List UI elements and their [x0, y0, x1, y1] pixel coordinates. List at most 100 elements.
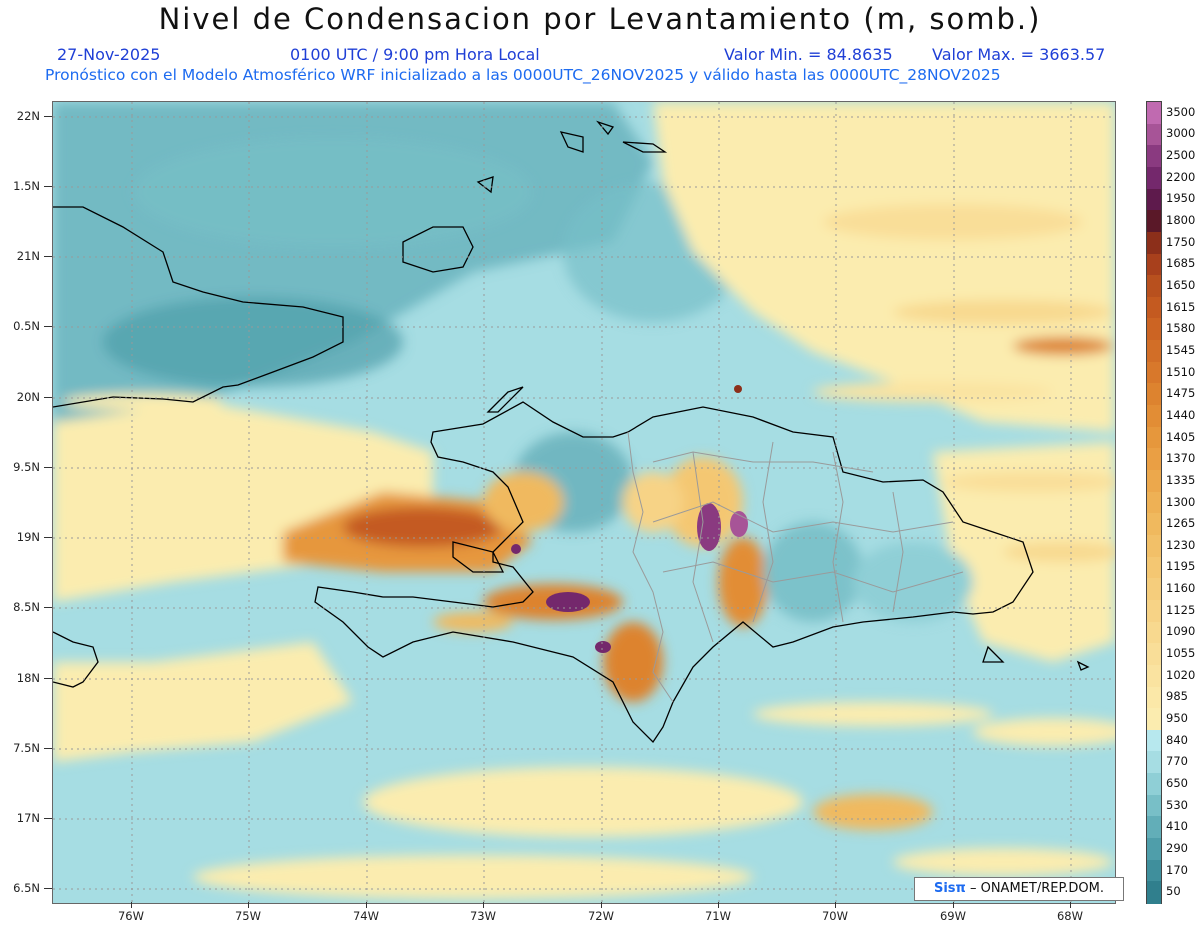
color-scale-swatch	[1147, 578, 1161, 601]
color-scale-swatch	[1147, 556, 1161, 579]
color-scale-swatch	[1147, 470, 1161, 493]
lat-tick	[44, 748, 52, 749]
color-scale-label: 1195	[1166, 559, 1196, 574]
min-value-label: Valor Min. = 84.8635	[724, 45, 893, 64]
color-scale-label: 1950	[1166, 191, 1196, 206]
color-scale-swatch	[1147, 426, 1161, 449]
color-scale-swatch	[1147, 773, 1161, 796]
color-scale-swatch	[1147, 751, 1161, 774]
color-scale-label: 950	[1166, 710, 1188, 725]
color-scale-label: 290	[1166, 840, 1188, 855]
color-scale-label: 2200	[1166, 169, 1196, 184]
color-scale-label: 770	[1166, 754, 1188, 769]
date-label: 27-Nov-2025	[57, 45, 161, 64]
lat-tick	[44, 326, 52, 327]
color-scale-label: 170	[1166, 862, 1188, 877]
lat-tick	[44, 607, 52, 608]
lon-label: 73W	[469, 909, 496, 923]
credit-box: Sisπ – ONAMET/REP.DOM.	[914, 877, 1124, 901]
lon-tick	[1070, 902, 1071, 908]
sispi-logo: Sisπ	[933, 881, 966, 896]
color-scale-swatch	[1147, 166, 1161, 190]
province-borders	[627, 431, 964, 703]
color-scale-swatch	[1147, 534, 1161, 558]
color-scale-label: 1650	[1166, 278, 1196, 292]
color-scale-label: 1300	[1166, 494, 1196, 509]
lat-tick	[44, 256, 52, 257]
map-title: Nivel de Condensacion por Levantamiento …	[158, 2, 1042, 36]
color-scale-swatch	[1147, 881, 1161, 904]
color-scale-swatch	[1147, 686, 1161, 709]
color-scale-label: 1265	[1166, 516, 1196, 531]
color-scale-swatch	[1147, 859, 1161, 882]
graticule	[53, 102, 1115, 903]
lat-label: 21N	[16, 249, 40, 263]
color-scale-swatch	[1147, 794, 1161, 817]
color-scale-label: 3000	[1166, 126, 1196, 141]
lat-tick	[44, 116, 52, 117]
time-label: 0100 UTC / 9:00 pm Hora Local	[290, 45, 540, 64]
max-value-label: Valor Max. = 3663.57	[932, 45, 1106, 64]
lat-label: 19N	[16, 530, 40, 544]
color-scale-swatch	[1147, 210, 1161, 233]
color-scale-label: 650	[1166, 775, 1188, 790]
color-scale-swatch	[1147, 383, 1161, 406]
color-scale-label: 410	[1166, 819, 1188, 834]
lat-tick	[44, 888, 52, 889]
color-scale-swatch	[1147, 729, 1161, 753]
lon-tick	[601, 902, 602, 908]
color-scale-swatch	[1147, 102, 1161, 125]
lat-label: 7.5N	[13, 741, 40, 755]
lon-tick	[248, 902, 249, 908]
lat-label: 18N	[16, 671, 40, 685]
color-scale-swatch	[1147, 838, 1161, 861]
lat-label: 1.5N	[13, 179, 40, 193]
lat-label: 20N	[16, 390, 40, 404]
color-scale-label: 1545	[1166, 342, 1196, 357]
color-scale-swatch	[1147, 599, 1161, 623]
color-scale-swatch	[1147, 340, 1161, 363]
lon-tick	[483, 902, 484, 908]
color-scale-swatch	[1147, 145, 1161, 168]
color-scale-swatch	[1147, 816, 1161, 839]
color-scale-swatch	[1147, 296, 1161, 320]
lat-label: 8.5N	[13, 600, 40, 614]
lon-label: 69W	[939, 909, 966, 923]
color-scale-label: 1510	[1166, 364, 1196, 379]
lon-tick	[366, 902, 367, 908]
color-scale-swatch	[1147, 275, 1161, 298]
color-scale-label: 530	[1166, 797, 1188, 812]
credit-text: – ONAMET/REP.DOM.	[969, 881, 1104, 896]
lon-label: 74W	[352, 909, 379, 923]
color-scale-label: 1055	[1166, 646, 1196, 661]
lon-tick	[131, 902, 132, 908]
color-scale-label: 3500	[1166, 104, 1196, 119]
color-scale-label: 1615	[1166, 299, 1196, 314]
color-scale-label: 1125	[1166, 602, 1196, 617]
lat-tick	[44, 818, 52, 819]
model-info-line: Pronóstico con el Modelo Atmosférico WRF…	[45, 66, 1001, 84]
color-scale-swatch	[1147, 231, 1161, 255]
lat-label: 9.5N	[13, 460, 40, 474]
map-panel	[52, 101, 1116, 904]
lon-label: 72W	[587, 909, 614, 923]
lat-tick	[44, 186, 52, 187]
color-scale-label: 1800	[1166, 213, 1196, 228]
color-scale-label: 50	[1166, 884, 1181, 899]
lon-tick	[718, 902, 719, 908]
lcl-field-map	[53, 102, 1115, 903]
lat-label: 22N	[16, 109, 40, 123]
color-scale-label: 1685	[1166, 256, 1196, 271]
color-scale-swatch	[1147, 405, 1161, 428]
lat-label: 0.5N	[13, 319, 40, 333]
color-scale-swatch	[1147, 621, 1161, 644]
color-scale-label: 840	[1166, 732, 1188, 747]
lon-tick	[953, 902, 954, 908]
color-scale-swatch	[1147, 708, 1161, 731]
lat-tick	[44, 397, 52, 398]
color-scale-label: 1580	[1166, 321, 1196, 336]
color-scale-label: 1160	[1166, 581, 1196, 596]
color-scale-swatch	[1147, 253, 1161, 276]
lat-tick	[44, 678, 52, 679]
color-scale-swatch	[1147, 491, 1161, 514]
